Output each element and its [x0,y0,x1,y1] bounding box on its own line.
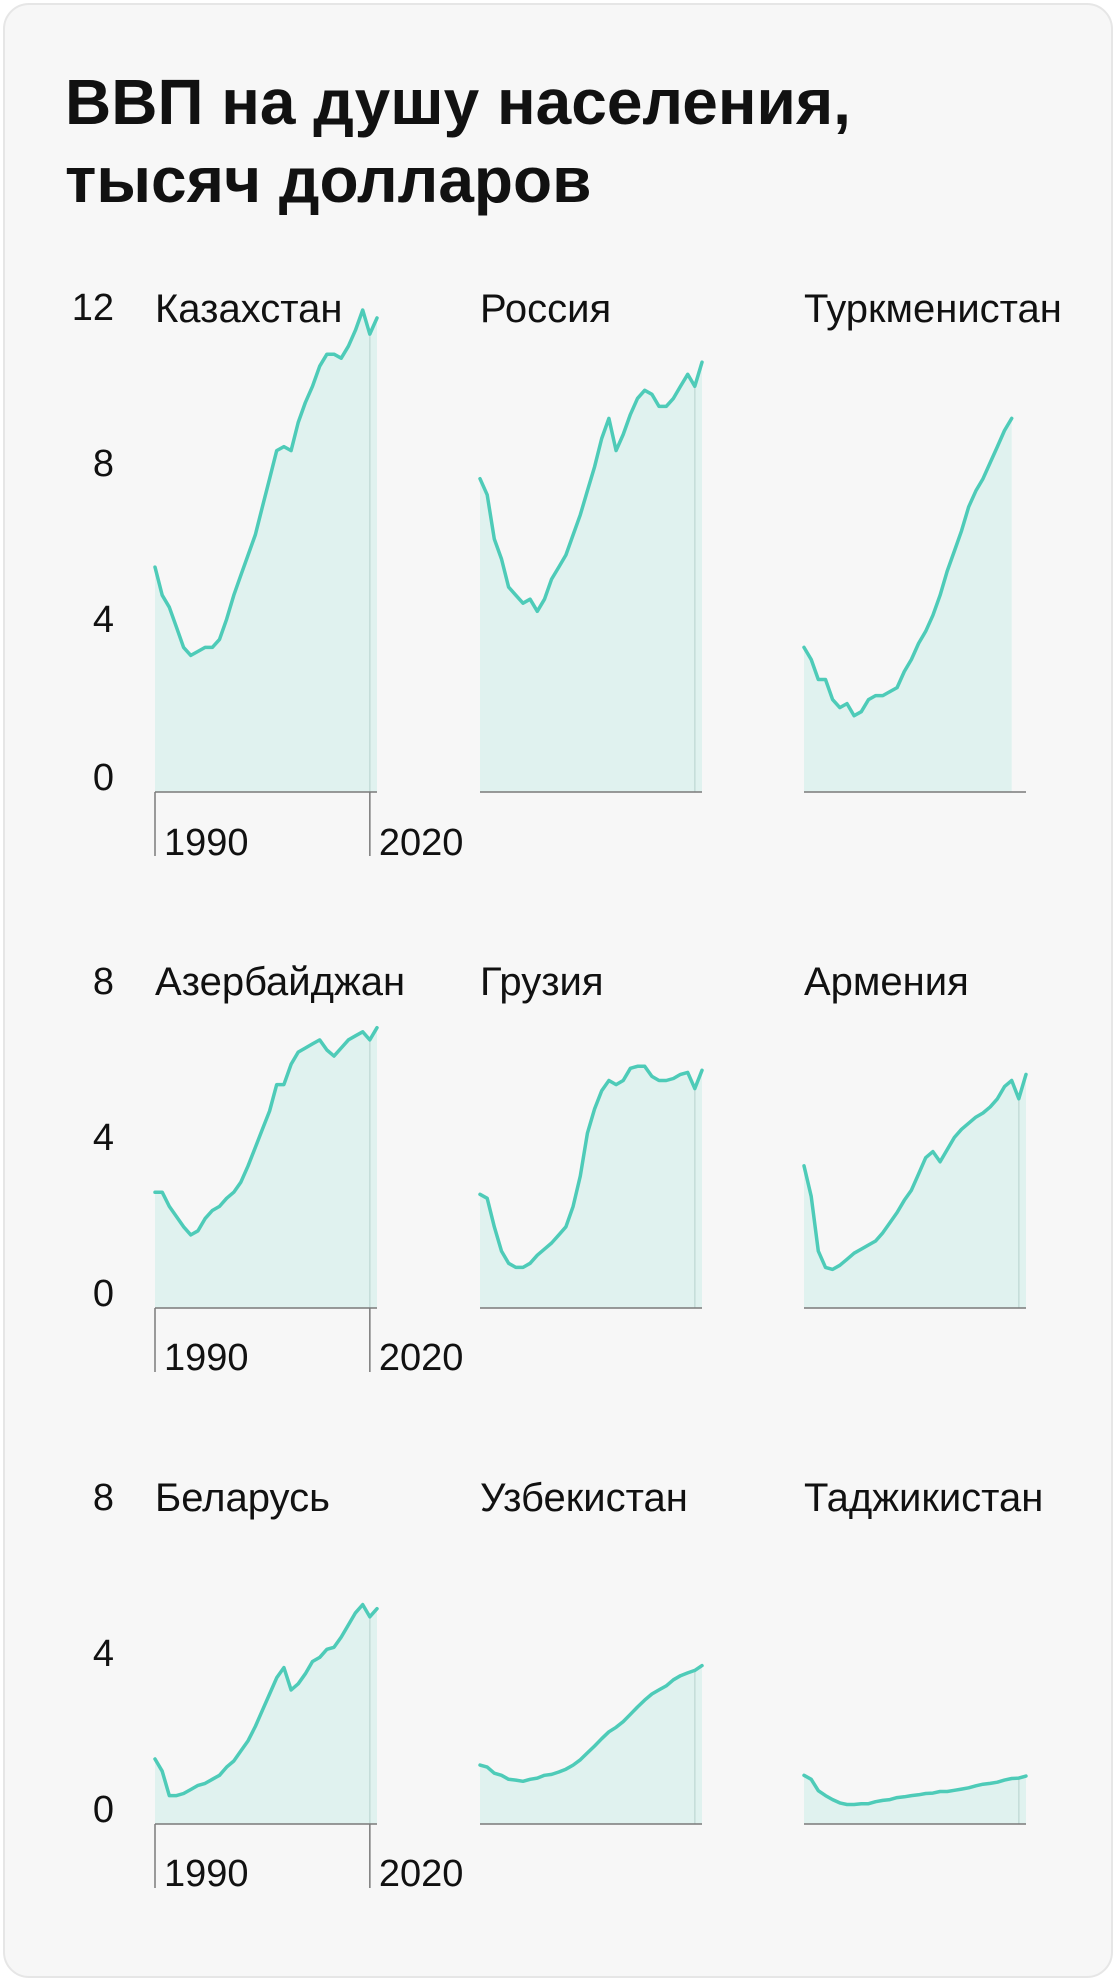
y-tick-label: 8 [93,961,114,1003]
x-tick-label: 2020 [379,822,464,864]
y-tick-label: 12 [72,287,114,329]
x-tick-label: 1990 [164,1337,249,1379]
area-fill-азербайджан [155,1027,377,1308]
panel-title-беларусь: Беларусь [155,1476,330,1520]
panel-title-таджикистан: Таджикистан [804,1476,1043,1520]
y-tick-label: 4 [93,599,114,641]
area-fill-беларусь [155,1604,377,1824]
y-tick-label: 0 [93,1789,114,1831]
x-tick-label: 2020 [379,1853,464,1895]
panel-title-туркменистан: Туркменистан [804,287,1062,331]
area-fill-грузия [480,1066,702,1308]
y-tick-label: 8 [93,443,114,485]
x-tick-label: 1990 [164,822,249,864]
series-line-узбекистан [478,1663,704,1784]
area-fill-россия [480,362,702,792]
series-line-азербайджан [153,1025,379,1237]
area-fill-туркменистан [804,418,1012,792]
title-line-2: тысяч долларов [65,144,592,216]
panel-title-россия: Россия [480,287,611,331]
y-tick-label: 4 [93,1117,114,1159]
chart-card: ВВП на душу населения, тысяч долларов [3,3,1113,1978]
area-fill-казахстан [155,310,377,792]
panel-title-азербайджан: Азербайджан [155,960,405,1004]
series-line-грузия [478,1064,704,1270]
series-line-россия [478,360,704,614]
series-line-туркменистан [802,416,1014,718]
x-tick-label: 1990 [164,1853,249,1895]
title-line-1: ВВП на душу населения, [65,66,851,138]
chart-title: ВВП на душу населения, тысяч долларов [65,63,851,219]
series-line-армения [802,1072,1028,1272]
y-tick-label: 8 [93,1477,114,1519]
y-tick-label: 0 [93,1273,114,1315]
area-fill-армения [804,1074,1026,1308]
series-line-таджикистан [802,1773,1028,1807]
panel-title-армения: Армения [804,960,969,1004]
x-tick-label: 2020 [379,1337,464,1379]
series-line-казахстан [153,308,379,658]
panel-title-казахстан: Казахстан [155,287,342,331]
series-line-беларусь [153,1602,379,1798]
area-fill-узбекистан [480,1665,702,1824]
panel-title-узбекистан: Узбекистан [480,1476,688,1520]
y-tick-label: 4 [93,1633,114,1675]
panel-title-грузия: Грузия [480,960,604,1004]
y-tick-label: 0 [93,757,114,799]
